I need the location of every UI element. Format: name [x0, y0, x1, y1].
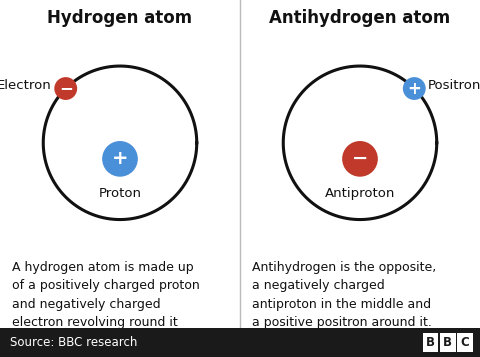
Text: Antihydrogen atom: Antihydrogen atom	[269, 9, 451, 27]
Text: Electron: Electron	[0, 79, 52, 92]
Text: C: C	[461, 336, 469, 349]
Text: Positron: Positron	[428, 79, 480, 92]
Text: Hydrogen atom: Hydrogen atom	[48, 9, 192, 27]
Text: Source: BBC research: Source: BBC research	[10, 336, 137, 349]
Ellipse shape	[342, 141, 378, 177]
Ellipse shape	[403, 77, 426, 100]
Bar	[457, 333, 473, 352]
Text: Antiproton: Antiproton	[325, 187, 395, 200]
Text: Proton: Proton	[98, 187, 142, 200]
Text: +: +	[408, 80, 421, 97]
Bar	[423, 333, 438, 352]
Bar	[440, 333, 456, 352]
Text: A hydrogen atom is made up
of a positively charged proton
and negatively charged: A hydrogen atom is made up of a positive…	[12, 261, 200, 329]
Text: −: −	[352, 149, 368, 169]
Text: −: −	[59, 80, 72, 97]
Bar	[0, 328, 480, 357]
Ellipse shape	[102, 141, 138, 177]
Ellipse shape	[54, 77, 77, 100]
Text: B: B	[426, 336, 435, 349]
Text: +: +	[112, 149, 128, 169]
Text: B: B	[444, 336, 452, 349]
Text: Antihydrogen is the opposite,
a negatively charged
antiproton in the middle and
: Antihydrogen is the opposite, a negative…	[252, 261, 436, 329]
